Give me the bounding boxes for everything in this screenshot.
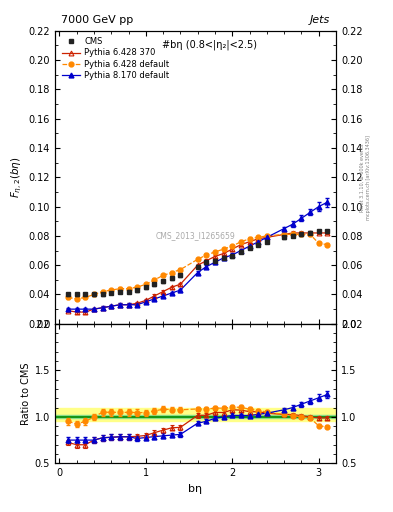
Text: CMS_2013_I1265659: CMS_2013_I1265659 xyxy=(156,231,235,240)
Text: 7000 GeV pp: 7000 GeV pp xyxy=(61,15,133,25)
Bar xyxy=(55,415,336,418)
Y-axis label: Ratio to CMS: Ratio to CMS xyxy=(20,362,31,425)
X-axis label: bη: bη xyxy=(189,484,202,494)
Y-axis label: Rivet 3.1.10, ≥ 600k events
mcplots.cern.ch [arXiv:1306.3436]: Rivet 3.1.10, ≥ 600k events mcplots.cern… xyxy=(360,135,371,220)
Y-axis label: $F_{\eta,2}(b\eta)$: $F_{\eta,2}(b\eta)$ xyxy=(10,157,24,198)
Text: Jets: Jets xyxy=(310,15,331,25)
Text: #bη (0.8<|η₂|<2.5): #bη (0.8<|η₂|<2.5) xyxy=(162,39,257,50)
Bar xyxy=(55,408,336,420)
Legend: CMS, Pythia 6.428 370, Pythia 6.428 default, Pythia 8.170 default: CMS, Pythia 6.428 370, Pythia 6.428 defa… xyxy=(59,35,172,82)
